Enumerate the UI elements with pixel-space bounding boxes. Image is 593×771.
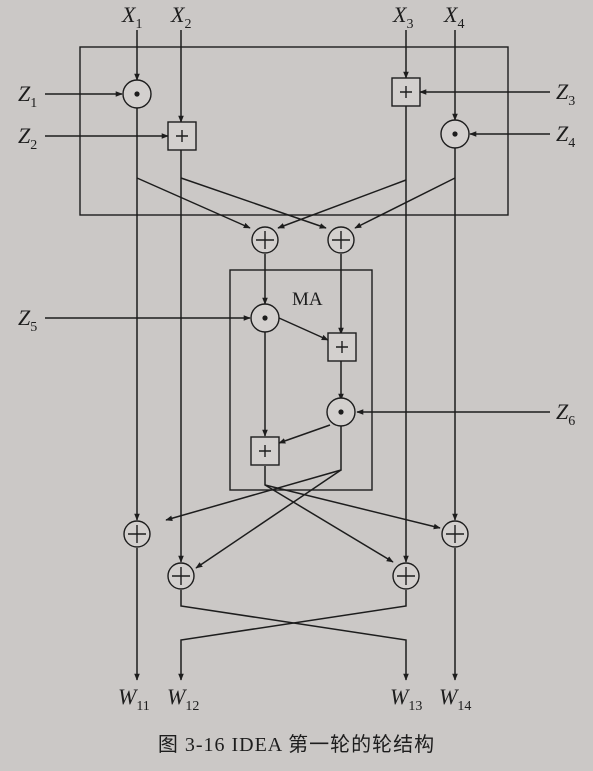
ma-out-left-to-x4 bbox=[264, 484, 441, 530]
label-z6: Z6 bbox=[556, 399, 575, 429]
label-x4: X4 bbox=[443, 2, 464, 32]
ma-mul2-to-add2 bbox=[278, 424, 331, 444]
xor-op-3 bbox=[123, 520, 151, 548]
add-op-ma2 bbox=[250, 436, 280, 466]
mul-op-6 bbox=[326, 397, 356, 427]
label-x2: X2 bbox=[170, 2, 191, 32]
figure-caption: 图 3-16 IDEA 第一轮的轮结构 bbox=[157, 734, 436, 756]
mul-op-1 bbox=[122, 79, 152, 109]
mul-op-5 bbox=[250, 303, 280, 333]
top-frame bbox=[79, 46, 509, 216]
label-x3: X3 bbox=[392, 2, 413, 32]
label-w11: W11 bbox=[118, 684, 150, 714]
label-z5: Z5 bbox=[18, 305, 37, 335]
add-op-3 bbox=[391, 77, 421, 107]
label-z4: Z4 bbox=[556, 121, 575, 151]
xor-op-6 bbox=[392, 562, 420, 590]
swap-to-w12 bbox=[178, 590, 407, 681]
x4-to-xor-right bbox=[354, 177, 456, 229]
xor-op-5 bbox=[167, 562, 195, 590]
label-w12: W12 bbox=[167, 684, 199, 714]
xor-op-2 bbox=[327, 226, 355, 254]
label-z1: Z1 bbox=[18, 81, 37, 111]
add-op-2 bbox=[167, 121, 197, 151]
ma-label: MA bbox=[292, 289, 323, 310]
x2-to-xor-right bbox=[180, 177, 327, 229]
add-op-ma1 bbox=[327, 332, 357, 362]
xor-op-4 bbox=[441, 520, 469, 548]
x3-to-xor-left bbox=[277, 179, 407, 229]
ma-mul1-to-add1 bbox=[278, 317, 329, 341]
mul-op-4 bbox=[440, 119, 470, 149]
ma-out-left-to-xor bbox=[264, 466, 394, 563]
label-z2: Z2 bbox=[18, 123, 37, 153]
x1-to-xor-left bbox=[136, 177, 251, 229]
label-x1: X1 bbox=[121, 2, 142, 32]
label-w14: W14 bbox=[439, 684, 471, 714]
label-z3: Z3 bbox=[556, 79, 575, 109]
ma-out-right-to-x2 bbox=[195, 469, 342, 569]
xor-op-1 bbox=[251, 226, 279, 254]
label-w13: W13 bbox=[390, 684, 422, 714]
ma-frame bbox=[229, 269, 373, 491]
